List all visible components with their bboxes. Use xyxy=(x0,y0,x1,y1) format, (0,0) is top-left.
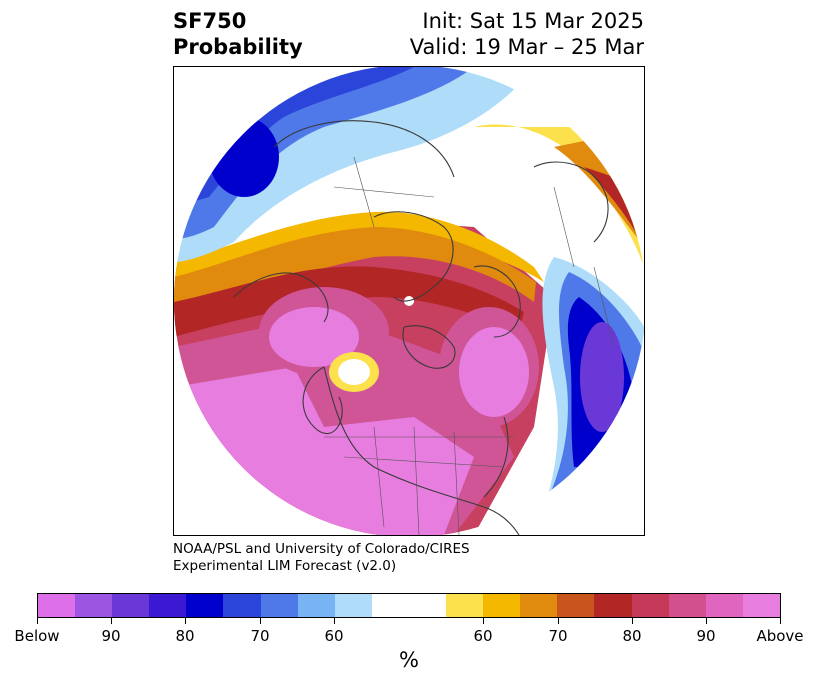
colorbar-cell xyxy=(557,594,595,617)
colorbar-tick xyxy=(37,618,38,624)
colorbar-cell xyxy=(75,594,113,617)
colorbar-cell xyxy=(223,594,261,617)
date-info: Init: Sat 15 Mar 2025 Valid: 19 Mar – 25… xyxy=(410,8,644,60)
credit-text: NOAA/PSL and University of Colorado/CIRE… xyxy=(173,541,470,575)
colorbar-cell xyxy=(334,594,372,617)
colorbar-cell xyxy=(594,594,632,617)
colorbar-cell xyxy=(38,594,76,617)
colorbar-cell xyxy=(520,594,558,617)
variable-label: SF750 xyxy=(173,9,247,33)
colorbar-unit-label: % xyxy=(399,648,419,672)
init-date: Init: Sat 15 Mar 2025 xyxy=(422,9,644,33)
quantity-label: Probability xyxy=(173,35,303,59)
colorbar-tick xyxy=(632,618,633,624)
colorbar-tick xyxy=(260,618,261,624)
probability-map xyxy=(173,66,645,536)
colorbar-cell xyxy=(408,594,447,617)
colorbar-tick-label: 60 xyxy=(473,627,493,645)
colorbar-tick xyxy=(558,618,559,624)
colorbar-tick-label: 90 xyxy=(101,627,121,645)
colorbar xyxy=(37,593,781,618)
colorbar-cell xyxy=(112,594,150,617)
colorbar-cell xyxy=(483,594,521,617)
coastlines xyxy=(233,120,609,535)
colorbar-cell xyxy=(705,594,743,617)
credit-line-2: Experimental LIM Forecast (v2.0) xyxy=(173,558,397,574)
colorbar-tick xyxy=(334,618,335,624)
colorbar-cell xyxy=(260,594,298,617)
colorbar-tick-label: 80 xyxy=(175,627,195,645)
colorbar-tick xyxy=(483,618,484,624)
colorbar-tick xyxy=(185,618,186,624)
borders xyxy=(324,156,615,535)
probability-field xyxy=(174,67,644,535)
colorbar-cell xyxy=(446,594,484,617)
valid-range: Valid: 19 Mar – 25 Mar xyxy=(409,35,644,59)
colorbar-cell xyxy=(371,594,409,617)
colorbar-cell xyxy=(297,594,335,617)
map-svg xyxy=(174,67,644,535)
colorbar-tick xyxy=(111,618,112,624)
colorbar-tick xyxy=(780,618,781,624)
colorbar-cell xyxy=(631,594,669,617)
colorbar-tick-label: 80 xyxy=(622,627,642,645)
colorbar-tick-label: 90 xyxy=(696,627,716,645)
colorbar-cell xyxy=(186,594,224,617)
credit-line-1: NOAA/PSL and University of Colorado/CIRE… xyxy=(173,541,470,557)
colorbar-tick-label: 70 xyxy=(250,627,270,645)
colorbar-cell xyxy=(742,594,780,617)
colorbar-tick-label: Below xyxy=(14,627,60,645)
colorbar-tick-label: 70 xyxy=(548,627,568,645)
map-title: SF750 Probability xyxy=(173,8,303,60)
colorbar-tick xyxy=(706,618,707,624)
colorbar-tick-label: Above xyxy=(756,627,804,645)
colorbar-cell xyxy=(668,594,706,617)
colorbar-cell xyxy=(149,594,187,617)
colorbar-tick-label: 60 xyxy=(324,627,344,645)
